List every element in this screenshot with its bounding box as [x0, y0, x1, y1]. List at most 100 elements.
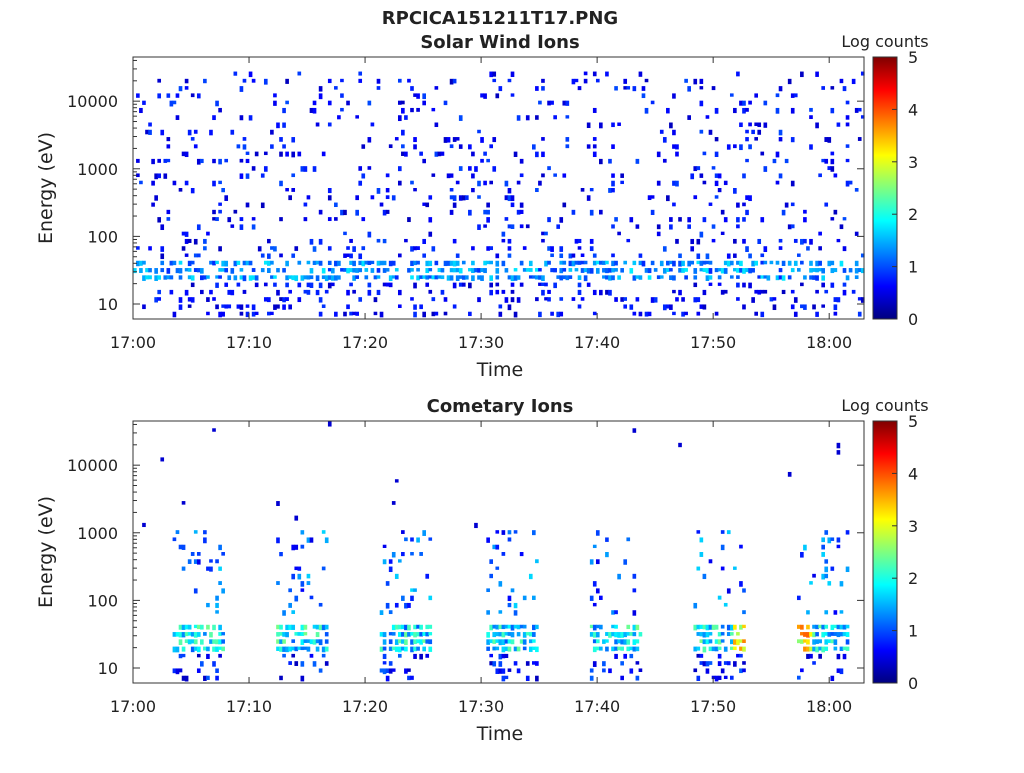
heatmap-cell [720, 530, 725, 534]
heatmap-cell [410, 632, 414, 636]
heatmap-cell [391, 624, 396, 631]
heatmap-cell [385, 188, 390, 193]
heatmap-cell [675, 144, 679, 150]
heatmap-cell [699, 129, 704, 134]
heatmap-cell [562, 275, 567, 280]
heatmap-cell [397, 653, 402, 658]
heatmap-cell [291, 151, 296, 158]
heatmap-cell [477, 180, 481, 187]
heatmap-cell [516, 632, 521, 637]
heatmap-cell [720, 624, 725, 629]
heatmap-cell [854, 275, 859, 279]
heatmap-cell [711, 238, 716, 243]
heatmap-cell [528, 268, 533, 272]
heatmap-cell [355, 115, 359, 119]
heatmap-cell [425, 275, 430, 280]
heatmap-cell [276, 268, 280, 273]
heatmap-cell [696, 260, 701, 265]
heatmap-cell [291, 639, 296, 643]
heatmap-cell [498, 311, 503, 317]
heatmap-cell [632, 639, 637, 645]
heatmap-cell [742, 217, 746, 222]
heatmap-cell [535, 661, 539, 666]
heatmap-cell [763, 289, 768, 294]
heatmap-cell [659, 275, 664, 279]
heatmap-cell [772, 158, 777, 164]
heatmap-cell [821, 268, 826, 274]
heatmap-cell [547, 217, 551, 223]
heatmap-cell [212, 115, 216, 121]
heatmap-cell [324, 537, 329, 544]
heatmap-cell [507, 639, 512, 644]
heatmap-cell [367, 289, 372, 296]
heatmap-cell [303, 646, 308, 650]
heatmap-cell [394, 275, 399, 280]
heatmap-cell [666, 260, 670, 266]
heatmap-cell [839, 260, 844, 267]
heatmap-cell [327, 246, 332, 251]
heatmap-cell [714, 173, 719, 178]
heatmap-cell [736, 282, 740, 288]
heatmap-cell [404, 537, 408, 542]
heatmap-cell [239, 224, 244, 230]
heatmap-cell [717, 632, 722, 637]
heatmap-cell [203, 530, 207, 535]
heatmap-cell [178, 260, 183, 265]
heatmap-cell [401, 632, 405, 637]
heatmap-cell [830, 632, 835, 636]
heatmap-cell [428, 639, 433, 645]
heatmap-cell [196, 632, 201, 637]
heatmap-cell [632, 275, 637, 281]
heatmap-cell [568, 253, 573, 259]
heatmap-cell [285, 646, 289, 653]
heatmap-cell [501, 289, 506, 294]
heatmap-cell [659, 129, 664, 134]
heatmap-cell [382, 268, 387, 273]
heatmap-cell [748, 253, 752, 259]
heatmap-cell [397, 304, 402, 309]
heatmap-cell [742, 107, 746, 114]
heatmap-cell [605, 537, 609, 542]
heatmap-cell [653, 268, 658, 272]
heatmap-cell [498, 653, 503, 660]
heatmap-cell [446, 260, 451, 266]
heatmap-cell [276, 537, 280, 544]
heatmap-cell [626, 86, 631, 90]
heatmap-cell [790, 107, 795, 114]
heatmap-cell [800, 632, 804, 636]
heatmap-cell [209, 559, 213, 563]
heatmap-cell [184, 624, 189, 630]
heatmap-cell [215, 610, 219, 614]
heatmap-cell [790, 268, 795, 273]
heatmap-cell [681, 311, 685, 317]
heatmap-cell [775, 180, 780, 185]
heatmap-cell [583, 268, 588, 273]
heatmap-cell [236, 144, 241, 149]
heatmap-cell [142, 275, 146, 281]
heatmap-cell [306, 195, 311, 200]
heatmap-cell [218, 646, 222, 650]
heatmap-cell [379, 311, 384, 318]
heatmap-cell [507, 632, 512, 636]
heatmap-cell [501, 231, 506, 237]
heatmap-cell [501, 530, 506, 535]
heatmap-cell [672, 202, 676, 207]
heatmap-cell [480, 158, 484, 163]
heatmap-cell [845, 639, 850, 645]
heatmap-cell [148, 246, 152, 251]
heatmap-cell [708, 260, 713, 265]
heatmap-cell [748, 282, 752, 289]
heatmap-cell [464, 195, 469, 200]
heatmap-cell [181, 624, 186, 630]
heatmap-cell [739, 144, 743, 151]
heatmap-cell [717, 653, 722, 659]
heatmap-cell [449, 188, 454, 192]
heatmap-cell [349, 268, 353, 273]
heatmap-cell [212, 158, 216, 164]
heatmap-cell [669, 260, 673, 265]
heatmap-cell [620, 675, 624, 681]
heatmap-cell [404, 151, 408, 157]
heatmap-cell [522, 632, 527, 638]
heatmap-cell [410, 588, 414, 592]
heatmap-cell [629, 632, 634, 636]
